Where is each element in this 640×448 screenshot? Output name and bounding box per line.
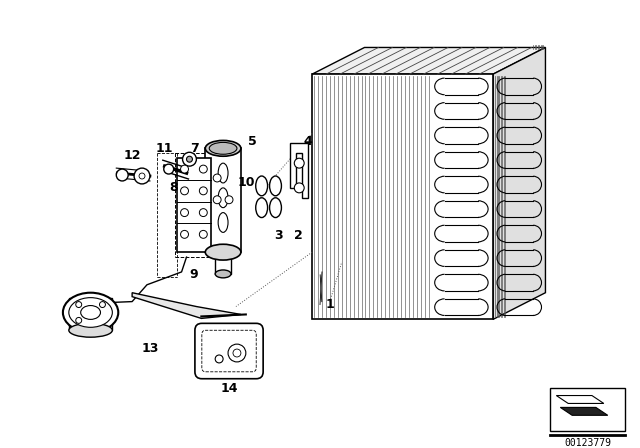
Circle shape	[116, 169, 128, 181]
Circle shape	[182, 152, 196, 166]
Polygon shape	[69, 297, 113, 330]
Text: 8: 8	[170, 181, 178, 194]
Circle shape	[180, 187, 189, 195]
Text: 2: 2	[294, 229, 303, 242]
Circle shape	[180, 165, 189, 173]
Polygon shape	[205, 148, 241, 252]
Circle shape	[215, 355, 223, 363]
Text: 7: 7	[190, 142, 199, 155]
Circle shape	[164, 164, 173, 174]
Circle shape	[200, 209, 207, 216]
Text: 00123779: 00123779	[564, 438, 611, 448]
Text: 6: 6	[205, 142, 214, 155]
Polygon shape	[493, 47, 545, 319]
Circle shape	[225, 196, 233, 204]
Ellipse shape	[256, 198, 268, 218]
Text: 13: 13	[141, 341, 159, 354]
Ellipse shape	[269, 198, 282, 218]
Ellipse shape	[218, 163, 228, 183]
Circle shape	[99, 302, 106, 307]
Polygon shape	[312, 47, 545, 74]
FancyBboxPatch shape	[195, 323, 263, 379]
Polygon shape	[560, 407, 608, 415]
Text: 1: 1	[326, 298, 334, 311]
Ellipse shape	[215, 270, 231, 278]
Polygon shape	[556, 396, 604, 404]
Polygon shape	[215, 252, 231, 274]
Circle shape	[134, 168, 150, 184]
Text: 10: 10	[237, 177, 255, 190]
Ellipse shape	[269, 176, 282, 196]
Text: 11: 11	[156, 142, 173, 155]
Ellipse shape	[218, 213, 228, 233]
Ellipse shape	[69, 323, 113, 337]
Ellipse shape	[205, 244, 241, 260]
Circle shape	[200, 187, 207, 195]
Text: 9: 9	[189, 268, 198, 281]
Circle shape	[180, 230, 189, 238]
Circle shape	[139, 173, 145, 179]
Circle shape	[294, 158, 304, 168]
Ellipse shape	[63, 293, 118, 332]
Circle shape	[186, 156, 193, 162]
Polygon shape	[132, 293, 241, 319]
Ellipse shape	[81, 306, 100, 319]
Circle shape	[180, 209, 189, 216]
Polygon shape	[177, 158, 211, 252]
Ellipse shape	[205, 140, 241, 156]
Circle shape	[76, 318, 82, 323]
Text: 4: 4	[304, 135, 312, 148]
Polygon shape	[291, 143, 308, 198]
Ellipse shape	[69, 297, 113, 327]
Circle shape	[213, 196, 221, 204]
Circle shape	[233, 349, 241, 357]
Circle shape	[228, 344, 246, 362]
Circle shape	[76, 302, 82, 307]
Circle shape	[200, 165, 207, 173]
Text: 14: 14	[220, 382, 238, 395]
Text: 5: 5	[248, 135, 257, 148]
Text: 3: 3	[274, 229, 283, 242]
Ellipse shape	[218, 188, 228, 208]
Ellipse shape	[256, 176, 268, 196]
Circle shape	[294, 183, 304, 193]
Ellipse shape	[209, 142, 237, 154]
Polygon shape	[550, 388, 625, 431]
Circle shape	[213, 174, 221, 182]
Polygon shape	[312, 74, 493, 319]
Circle shape	[200, 230, 207, 238]
Text: 12: 12	[124, 149, 141, 162]
